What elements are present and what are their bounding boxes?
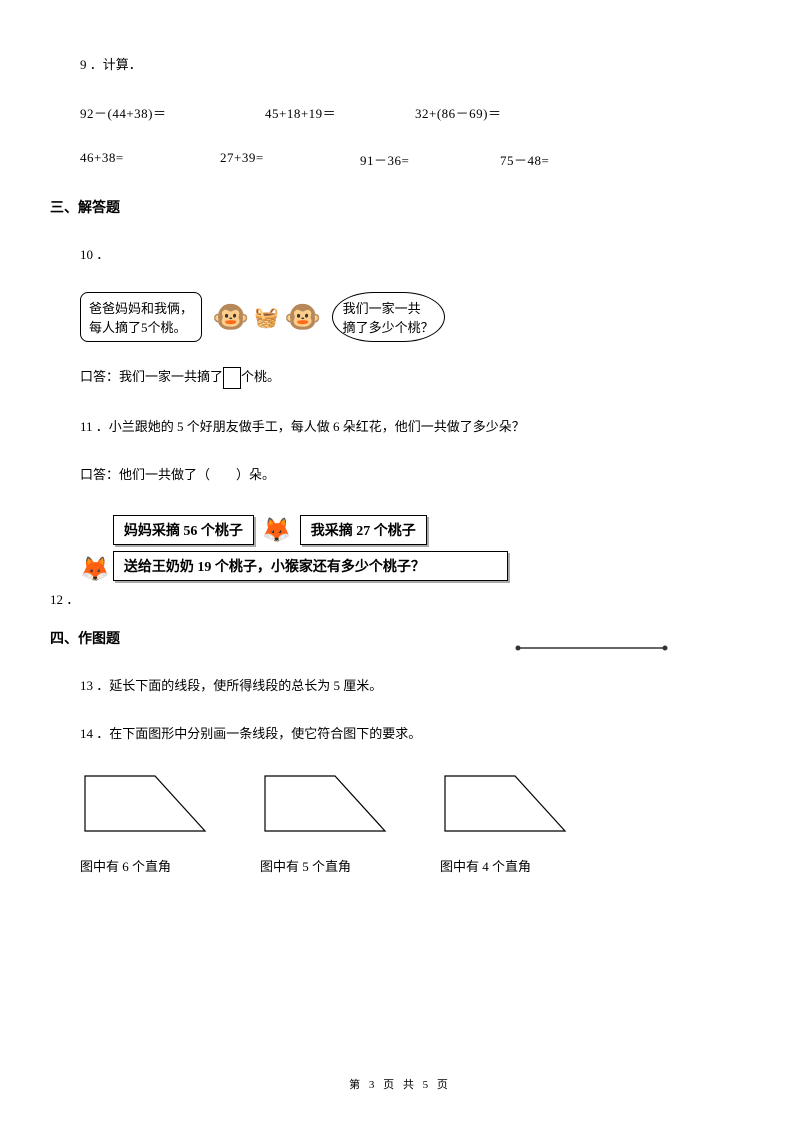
q9-r1b: 45+18+19＝ [265,103,375,122]
q13-line-segment [515,641,670,657]
q10-br1: 我们一家一共 [343,301,421,316]
q11-answer: 口答：他们一共做了（ ）朵。 [80,465,750,485]
q10-bubble-left: 爸爸妈妈和我俩， 每人摘了5个桃。 [80,292,202,342]
q10-bubble-right: 我们一家一共 摘了多少个桃？ [332,292,445,342]
q12-label: 12 ． [50,589,750,608]
q9-row1: 92－(44+38)＝ 45+18+19＝ 32+(86－69)＝ [80,103,750,122]
q10-monkeys: 🐵 🧺 🐵 [212,300,322,335]
q12-box2: 我采摘 27 个桃子 [300,515,427,545]
q9-r2a: 46+38= [80,150,180,169]
q12-box1: 妈妈采摘 56 个桃子 [113,515,254,545]
q14-cap1: 图中有 6 个直角 [80,856,200,875]
q9-label: 9 ．计算． [80,55,750,75]
q9-r1c: 32+(86－69)＝ [415,103,502,122]
q12-top-row: 妈妈采摘 56 个桃子 🦊 我采摘 27 个桃子 [110,512,511,548]
q14-shapes [80,771,750,836]
trapezoid-3 [440,771,570,836]
page-footer: 第 3 页 共 5 页 [0,1076,800,1092]
fox-icon: 🦊 [80,555,110,584]
q9-r2b: 27+39= [220,150,320,169]
q10-answer: 口答：我们一家一共摘了 个桃。 [80,367,750,389]
q10-answer-prefix: 口答：我们一家一共摘了 [80,369,223,384]
q9-r1a: 92－(44+38)＝ [80,103,225,122]
q12-col: 妈妈采摘 56 个桃子 🦊 我采摘 27 个桃子 送给王奶奶 19 个桃子，小猴… [110,512,511,584]
q14-captions: 图中有 6 个直角 图中有 5 个直角 图中有 4 个直角 [80,856,750,875]
monkey-icon: 🐵 [284,300,321,335]
q10-br2: 摘了多少个桃？ [343,320,434,335]
section3-heading: 三、解答题 [50,197,750,217]
q9-r2d: 75－48= [500,150,549,169]
q9-row2: 46+38= 27+39= 91－36= 75－48= [80,150,750,169]
q10-answer-suffix: 个桃。 [241,369,280,384]
q12-dialogue: 🦊 妈妈采摘 56 个桃子 🦊 我采摘 27 个桃子 送给王奶奶 19 个桃子，… [80,512,750,584]
basket-icon: 🧺 [254,305,279,330]
q12-box3: 送给王奶奶 19 个桃子，小猴家还有多少个桃子？ [113,551,508,581]
q14-cap3: 图中有 4 个直角 [440,856,531,875]
answer-box [223,367,241,389]
q10-bl2: 每人摘了5个桃。 [89,320,187,335]
monkey-icon: 🐵 [212,300,249,335]
trapezoid-1 [80,771,210,836]
q11-label: 11 ．小兰跟她的 5 个好朋友做手工，每人做 6 朵红花，他们一共做了多少朵？ [80,417,750,437]
q10-dialogue: 爸爸妈妈和我俩， 每人摘了5个桃。 🐵 🧺 🐵 我们一家一共 摘了多少个桃？ [80,292,750,342]
q14-cap2: 图中有 5 个直角 [260,856,380,875]
q9-r2c: 91－36= [360,150,460,169]
q10-label: 10 ． [80,245,750,265]
fox-icon: 🦊 [262,516,292,545]
q10-bl1: 爸爸妈妈和我俩， [89,301,193,316]
q13-label: 13 ．延长下面的线段，使所得线段的总长为 5 厘米。 [80,676,750,696]
q14-label: 14 ．在下面图形中分别画一条线段，使它符合图下的要求。 [80,724,750,744]
trapezoid-2 [260,771,390,836]
